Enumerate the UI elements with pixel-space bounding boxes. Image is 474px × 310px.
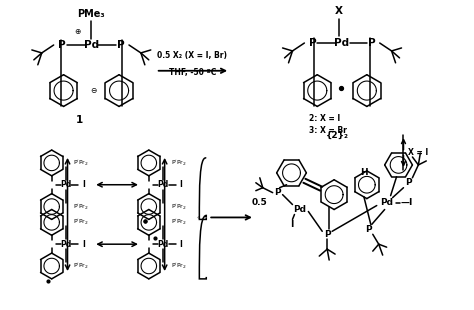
- Text: P$^i$Pr$_2$: P$^i$Pr$_2$: [73, 217, 90, 228]
- Text: P: P: [405, 178, 412, 187]
- Text: Pd: Pd: [335, 38, 350, 48]
- Text: I: I: [82, 240, 85, 249]
- Text: P: P: [117, 40, 125, 50]
- Text: P$^i$Pr$_2$: P$^i$Pr$_2$: [73, 158, 90, 168]
- Text: P$^i$Pr$_2$: P$^i$Pr$_2$: [171, 261, 187, 271]
- Text: P$^i$Pr$_2$: P$^i$Pr$_2$: [73, 261, 90, 271]
- Text: THF, -50 ºC: THF, -50 ºC: [169, 68, 216, 77]
- Text: I: I: [179, 180, 182, 189]
- Text: P$^i$Pr$_2$: P$^i$Pr$_2$: [171, 202, 187, 212]
- Text: 0.5 X₂ (X = I, Br): 0.5 X₂ (X = I, Br): [157, 51, 228, 60]
- Text: P: P: [365, 225, 372, 234]
- Text: PMe₃: PMe₃: [78, 9, 105, 19]
- Text: P: P: [368, 38, 375, 48]
- Text: Pd: Pd: [157, 180, 168, 189]
- Text: I: I: [82, 180, 85, 189]
- Text: P: P: [324, 230, 330, 239]
- Text: P$^i$Pr$_2$: P$^i$Pr$_2$: [73, 202, 90, 212]
- Text: P$^i$Pr$_2$: P$^i$Pr$_2$: [171, 217, 187, 228]
- Text: X = I: X = I: [409, 148, 428, 157]
- Text: ⊕: ⊕: [74, 27, 81, 36]
- Text: 1: 1: [76, 115, 83, 125]
- Text: 3: X = Br: 3: X = Br: [310, 126, 347, 135]
- Text: P: P: [58, 40, 65, 50]
- Text: Pd: Pd: [293, 205, 306, 214]
- Text: Pd: Pd: [157, 240, 168, 249]
- Text: ⊖: ⊖: [90, 86, 97, 95]
- Text: Pd: Pd: [84, 40, 99, 50]
- Text: {2}₂: {2}₂: [326, 131, 348, 140]
- Text: Pd: Pd: [60, 180, 71, 189]
- Text: Pd: Pd: [380, 198, 393, 207]
- Text: —I: —I: [400, 198, 413, 207]
- Text: I: I: [179, 240, 182, 249]
- Text: X: X: [335, 6, 343, 16]
- Text: I: I: [290, 220, 293, 229]
- Text: H: H: [360, 168, 368, 177]
- Text: P: P: [274, 188, 281, 197]
- Text: Pd: Pd: [60, 240, 71, 249]
- Text: P: P: [309, 38, 316, 48]
- Text: P$^i$Pr$_2$: P$^i$Pr$_2$: [171, 158, 187, 168]
- Text: 2: X = I: 2: X = I: [310, 114, 341, 123]
- Text: 0.5: 0.5: [252, 198, 268, 207]
